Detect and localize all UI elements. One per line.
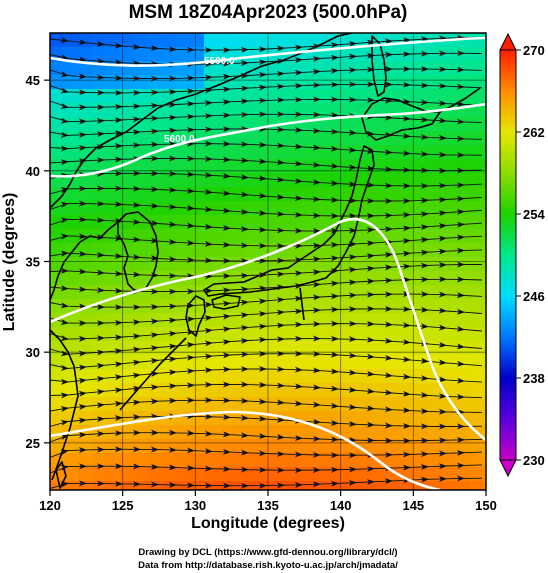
streamline — [50, 261, 482, 280]
streamline — [50, 446, 483, 459]
map-title: MSM 18Z04Apr2023 (500.0hPa) — [129, 2, 408, 23]
y-axis-label: Latitude (degrees) — [1, 193, 18, 332]
contour-label-group: 5500.0 5600.0 — [164, 56, 235, 145]
streamline — [50, 200, 483, 220]
x-tick-label: 145 — [402, 498, 424, 513]
colorbar: 270 262 254 246 238 230 — [499, 32, 545, 478]
y-tick-label: 25 — [26, 436, 40, 451]
contour-5600 — [50, 102, 486, 178]
streamline — [50, 247, 483, 265]
y-tick-label: 30 — [26, 345, 40, 360]
streamline — [50, 413, 483, 430]
streamline — [50, 50, 483, 68]
streamline — [50, 81, 483, 96]
streamline — [50, 96, 483, 111]
colorbar-gradient — [499, 49, 517, 461]
streamline — [50, 335, 483, 357]
x-tick-label: 130 — [184, 498, 206, 513]
colorbar-min-arrow — [499, 459, 517, 478]
streamline — [50, 155, 483, 174]
y-tick-label: 35 — [26, 255, 40, 270]
contour-5500 — [50, 36, 486, 67]
credit-line-1: Drawing by DCL (https://www.gfd-dennou.o… — [138, 547, 397, 558]
streamline — [50, 125, 483, 142]
y-tick-label: 45 — [26, 73, 40, 88]
colorbar-tick-label: 230 — [523, 453, 545, 468]
streamline — [50, 365, 483, 385]
contour-5700 — [50, 217, 486, 442]
y-tick-label: 40 — [26, 164, 40, 179]
streamline — [50, 233, 483, 250]
colorbar-max-arrow — [499, 32, 517, 51]
colorbar-tick-label: 246 — [523, 289, 545, 304]
x-tick-label: 140 — [330, 498, 352, 513]
streamline — [50, 397, 483, 416]
contour-5800 — [50, 410, 441, 490]
colorbar-tick-label: 254 — [523, 207, 545, 222]
colorbar-tick-label: 238 — [523, 371, 545, 386]
streamline — [50, 381, 483, 400]
colorbar-tick-label: 270 — [523, 43, 545, 58]
streamline — [50, 111, 483, 125]
height-contours — [50, 36, 486, 490]
streamline — [50, 34, 483, 54]
streamline — [50, 429, 483, 444]
streamline — [50, 350, 483, 371]
streamline — [50, 140, 483, 159]
map-plot-area: 5500.0 5600.0 — [50, 33, 486, 490]
colorbar-tick-label: 262 — [523, 125, 545, 140]
colorbar-ticks: 270 262 254 246 238 230 — [516, 43, 545, 468]
credit-line-2: Data from http://database.rish.kyoto-u.a… — [138, 560, 398, 571]
y-axis-ticks: 25 30 35 40 45 — [26, 73, 50, 451]
streamline — [50, 462, 483, 474]
contour-label-5500: 5500.0 — [204, 56, 235, 67]
streamline — [50, 276, 483, 295]
x-tick-label: 125 — [112, 498, 134, 513]
x-tick-label: 150 — [475, 498, 497, 513]
x-tick-label: 120 — [39, 498, 61, 513]
streamline — [50, 66, 483, 82]
x-axis-ticks: 120 125 130 135 140 145 150 — [39, 490, 497, 513]
contour-label-5600: 5600.0 — [164, 134, 195, 145]
streamline — [50, 216, 483, 235]
x-tick-label: 135 — [257, 498, 279, 513]
x-axis-label: Longitude (degrees) — [191, 515, 345, 532]
